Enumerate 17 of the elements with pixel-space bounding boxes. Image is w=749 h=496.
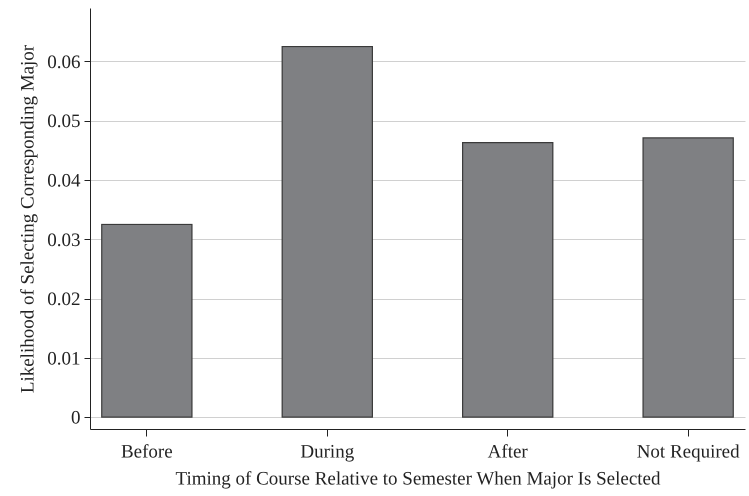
y-tick-label: 0.03: [47, 230, 80, 251]
y-tick-label: 0.04: [47, 170, 81, 192]
x-tick-label: Before: [120, 442, 173, 462]
bar: [642, 137, 734, 418]
x-tick-label: During: [300, 442, 355, 462]
y-tick-label: 0.05: [47, 111, 80, 132]
y-tick-label: 0.01: [47, 348, 80, 370]
bar: [282, 46, 373, 418]
y-tick-label: 0: [71, 408, 80, 429]
x-tick-label: After: [488, 442, 528, 462]
y-tick-label: 0.02: [47, 289, 80, 310]
y-tick-label: 0.06: [47, 52, 80, 73]
y-axis-title: Likelihood of Selecting Corresponding Major: [17, 44, 38, 394]
bar: [462, 142, 554, 418]
x-tick-label: Not Required: [636, 442, 740, 462]
x-axis-title: Timing of Course Relative to Semester When Major Is Selected: [176, 468, 661, 490]
bar: [101, 224, 193, 418]
